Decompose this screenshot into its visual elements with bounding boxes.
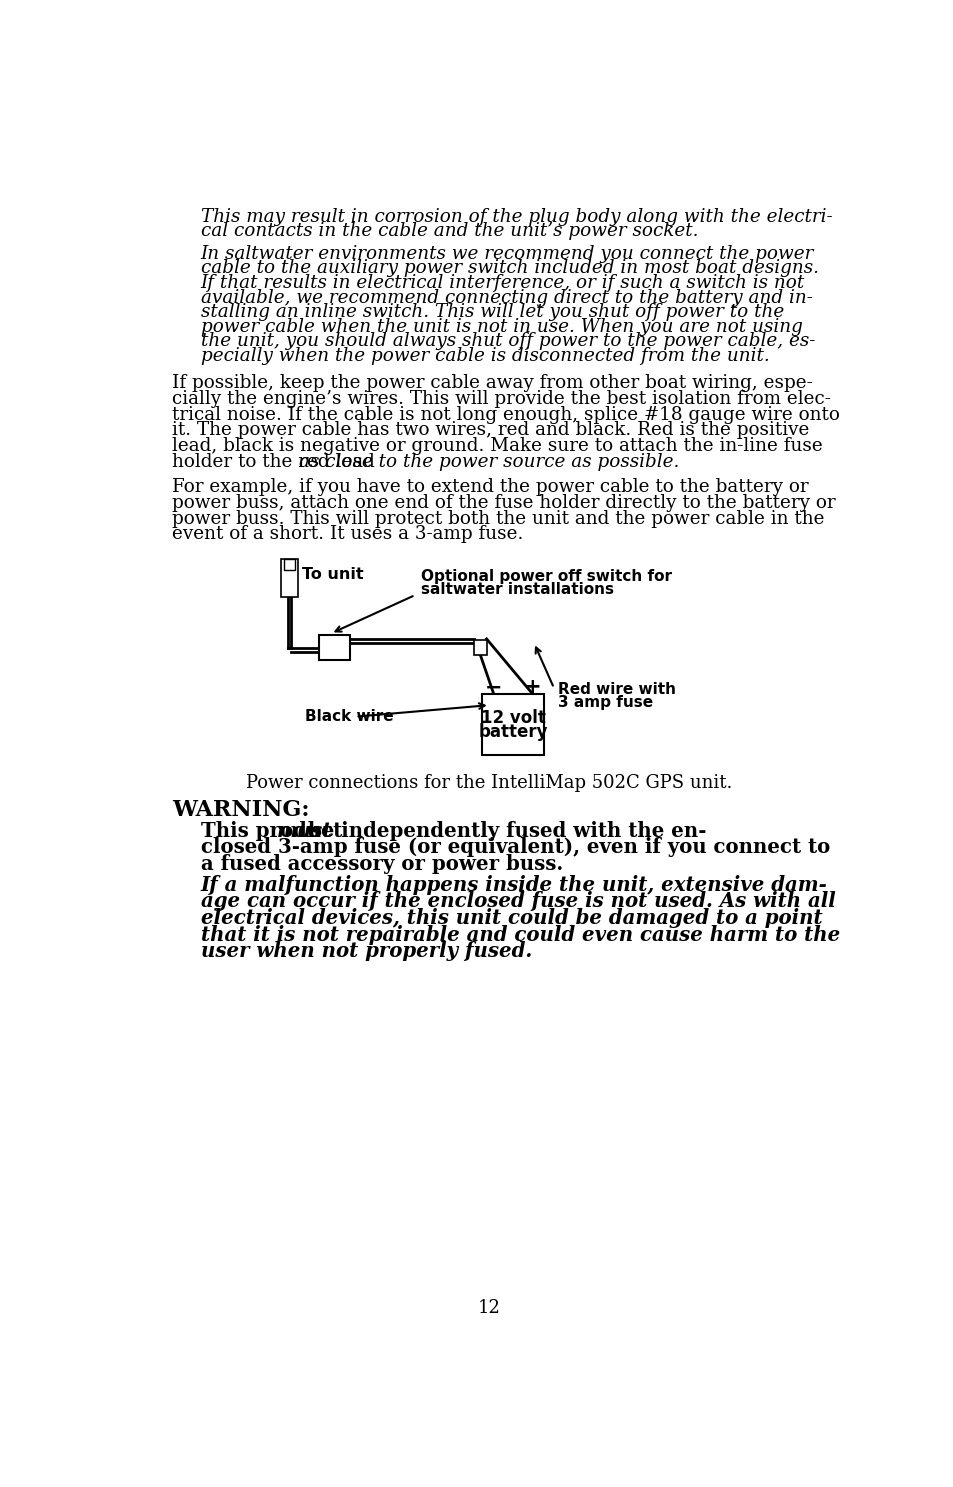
Bar bbox=[481, 693, 543, 755]
Text: 12 volt: 12 volt bbox=[480, 709, 545, 727]
Bar bbox=[474, 639, 486, 656]
Text: +: + bbox=[523, 678, 540, 697]
Text: 3 amp fuse: 3 amp fuse bbox=[558, 694, 653, 711]
Text: it. The power cable has two wires, red and black. Red is the positive: it. The power cable has two wires, red a… bbox=[172, 421, 808, 439]
Text: power buss, attach one end of the fuse holder directly to the battery or: power buss, attach one end of the fuse h… bbox=[172, 494, 835, 512]
Text: power cable when the unit is not in use. When you are not using: power cable when the unit is not in use.… bbox=[200, 318, 801, 336]
Text: Red wire with: Red wire with bbox=[558, 683, 675, 697]
Text: closed 3-amp fuse (or equivalent), even if you connect to: closed 3-amp fuse (or equivalent), even … bbox=[200, 837, 829, 857]
Text: user when not properly fused.: user when not properly fused. bbox=[200, 941, 532, 961]
Bar bbox=[284, 559, 294, 571]
Bar bbox=[281, 559, 298, 598]
Text: 12: 12 bbox=[477, 1298, 499, 1317]
Text: Black wire: Black wire bbox=[305, 709, 394, 724]
Text: saltwater installations: saltwater installations bbox=[421, 581, 614, 596]
Text: that it is not repairable and could even cause harm to the: that it is not repairable and could even… bbox=[200, 925, 839, 944]
Text: battery: battery bbox=[477, 723, 547, 741]
Text: If a malfunction happens inside the unit, extensive dam-: If a malfunction happens inside the unit… bbox=[200, 874, 826, 895]
Text: electrical devices, this unit could be damaged to a point: electrical devices, this unit could be d… bbox=[200, 909, 821, 928]
Text: cal contacts in the cable and the unit’s power socket.: cal contacts in the cable and the unit’s… bbox=[200, 223, 698, 241]
Text: This product: This product bbox=[200, 821, 349, 840]
Text: If that results in electrical interference, or if such a switch is not: If that results in electrical interferen… bbox=[200, 274, 804, 291]
Text: cially the engine’s wires. This will provide the best isolation from elec-: cially the engine’s wires. This will pro… bbox=[172, 390, 830, 407]
Text: trical noise. If the cable is not long enough, splice #18 gauge wire onto: trical noise. If the cable is not long e… bbox=[172, 406, 839, 424]
Text: For example, if you have to extend the power cable to the battery or: For example, if you have to extend the p… bbox=[172, 477, 808, 497]
Text: −: − bbox=[484, 678, 502, 697]
Text: stalling an inline switch. This will let you shut off power to the: stalling an inline switch. This will let… bbox=[200, 303, 783, 321]
Text: If possible, keep the power cable away from other boat wiring, espe-: If possible, keep the power cable away f… bbox=[172, 375, 812, 393]
Text: as close to the power source as possible.: as close to the power source as possible… bbox=[299, 454, 679, 471]
Text: Power connections for the IntelliMap 502C GPS unit.: Power connections for the IntelliMap 502… bbox=[246, 775, 731, 793]
Text: a fused accessory or power buss.: a fused accessory or power buss. bbox=[200, 854, 562, 874]
Text: age can occur if the enclosed fuse is not used. As with all: age can occur if the enclosed fuse is no… bbox=[200, 892, 835, 912]
Text: must: must bbox=[276, 821, 332, 840]
Text: WARNING:: WARNING: bbox=[172, 799, 309, 821]
Text: To unit: To unit bbox=[302, 567, 363, 581]
Text: This may result in corrosion of the plug body along with the electri-: This may result in corrosion of the plug… bbox=[200, 208, 832, 226]
Text: power buss. This will protect both the unit and the power cable in the: power buss. This will protect both the u… bbox=[172, 510, 823, 528]
Text: available, we recommend connecting direct to the battery and in-: available, we recommend connecting direc… bbox=[200, 288, 812, 306]
Text: lead, black is negative or ground. Make sure to attach the in-line fuse: lead, black is negative or ground. Make … bbox=[172, 437, 821, 455]
Bar bbox=[319, 635, 350, 660]
Text: In saltwater environments we recommend you connect the power: In saltwater environments we recommend y… bbox=[200, 245, 813, 263]
Text: be independently fused with the en-: be independently fused with the en- bbox=[301, 821, 706, 840]
Text: event of a short. It uses a 3-amp fuse.: event of a short. It uses a 3-amp fuse. bbox=[172, 525, 523, 543]
Text: pecially when the power cable is disconnected from the unit.: pecially when the power cable is disconn… bbox=[200, 346, 768, 366]
Text: cable to the auxiliary power switch included in most boat designs.: cable to the auxiliary power switch incl… bbox=[200, 259, 818, 277]
Text: the unit, you should always shut off power to the power cable, es-: the unit, you should always shut off pow… bbox=[200, 333, 814, 351]
Text: Optional power off switch for: Optional power off switch for bbox=[421, 570, 672, 584]
Text: holder to the red lead: holder to the red lead bbox=[172, 454, 380, 471]
